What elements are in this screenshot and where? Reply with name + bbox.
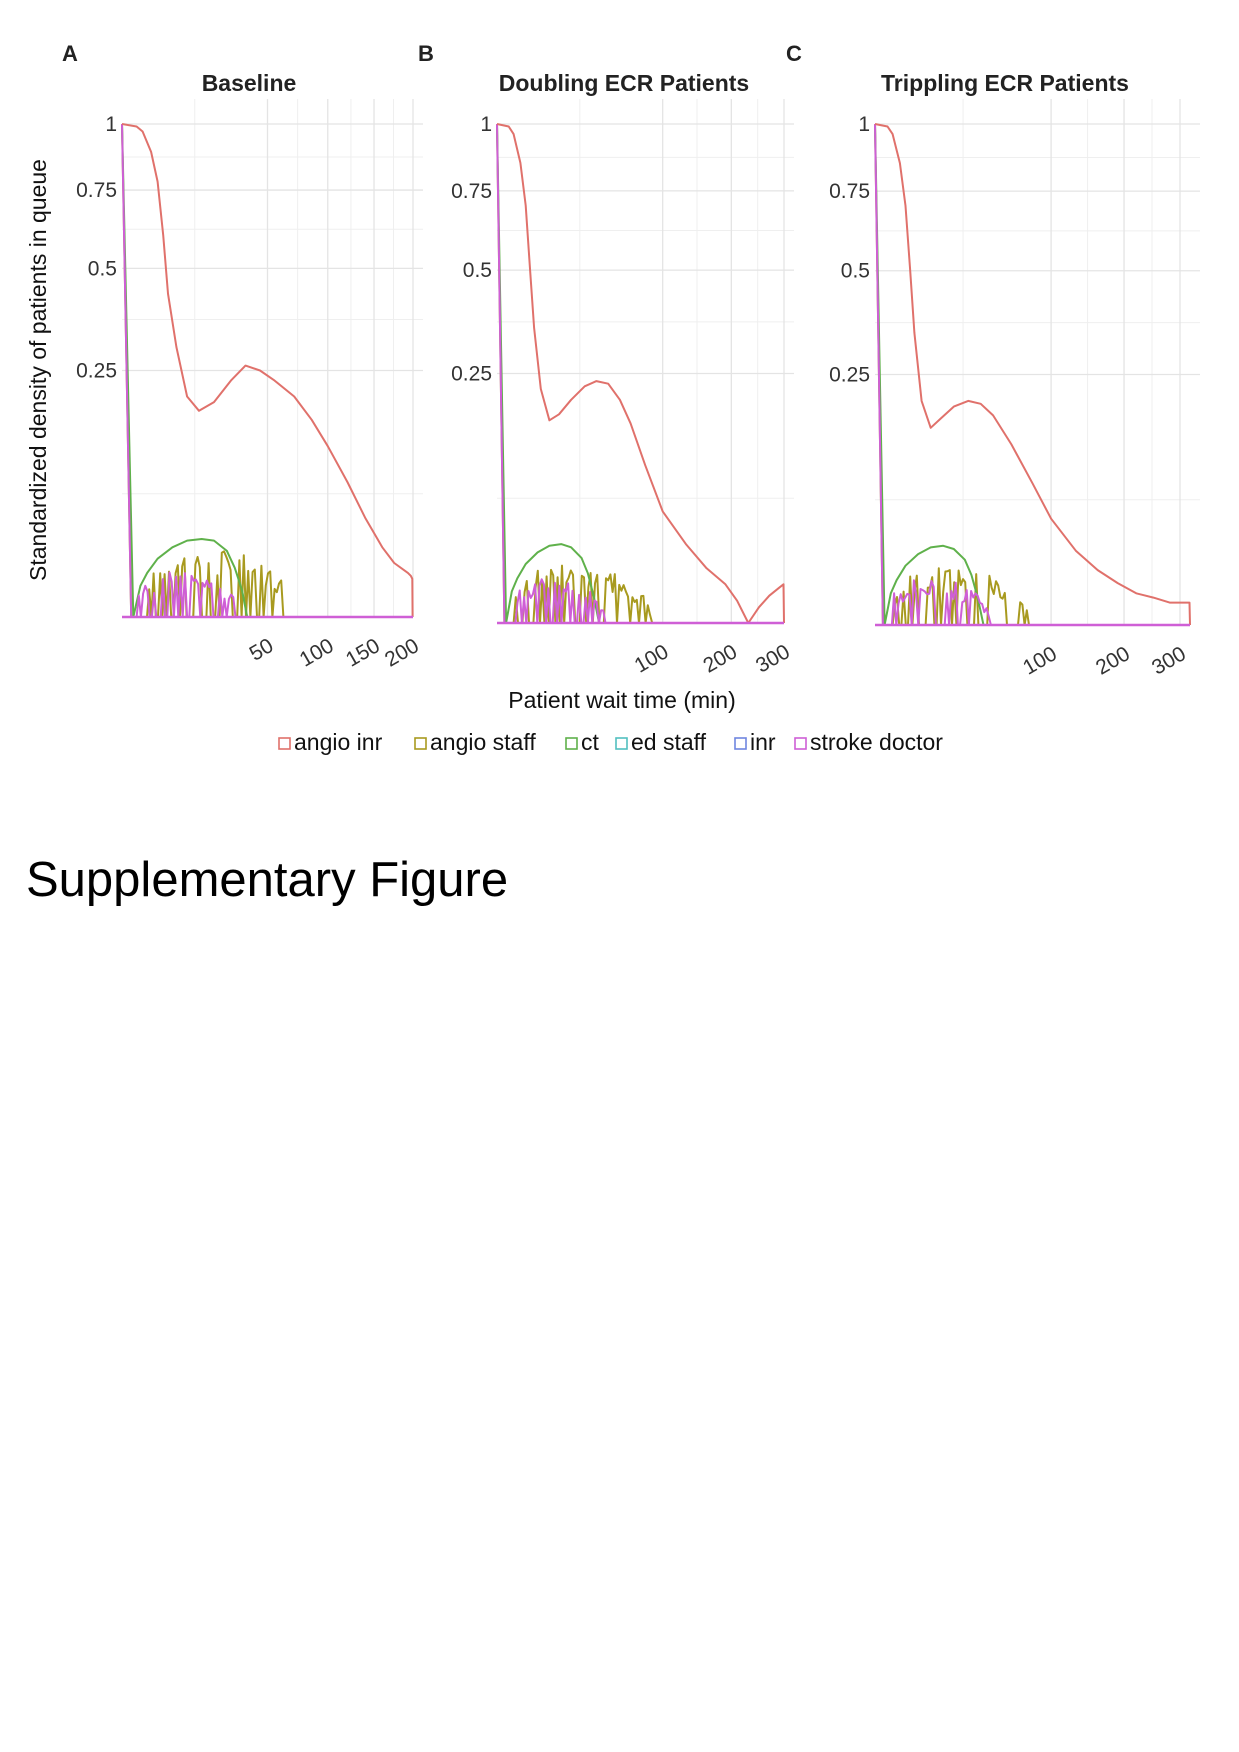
x-axis-title: Patient wait time (min): [508, 687, 736, 713]
legend-swatch: [794, 737, 807, 750]
legend-item: stroke doctor: [794, 729, 943, 755]
legend-item: ct: [565, 729, 600, 755]
legend-swatch: [734, 737, 747, 750]
legend-label: inr: [750, 729, 776, 755]
legend-swatch: [615, 737, 628, 750]
legend-swatch: [278, 737, 291, 750]
x-tick-label: 200: [699, 640, 741, 677]
y-tick-label: 0.5: [841, 260, 870, 283]
panel-title: Trippling ECR Patients: [881, 70, 1129, 96]
panel-letter: A: [62, 41, 78, 66]
series-ct: [121, 123, 249, 618]
y-tick-label: 0.25: [76, 360, 117, 383]
series-angio-inr: [496, 123, 785, 624]
y-tick-label: 1: [858, 113, 870, 136]
legend-item: angio inr: [278, 729, 383, 755]
x-tick-label: 100: [1019, 642, 1061, 679]
y-tick-label: 1: [480, 113, 492, 136]
legend-label: stroke doctor: [810, 729, 943, 755]
series-angio-inr: [874, 123, 1191, 626]
series-ct: [874, 123, 985, 626]
y-tick-label: 0.75: [76, 179, 117, 202]
x-tick-label: 100: [296, 634, 338, 671]
legend-label: ct: [581, 729, 600, 755]
panel-title: Baseline: [202, 70, 297, 96]
y-tick-label: 0.25: [451, 363, 492, 386]
series-stroke-doctor: [496, 123, 784, 624]
x-tick-label: 300: [752, 640, 794, 677]
panel-title: Doubling ECR Patients: [499, 70, 749, 96]
legend-label: ed staff: [631, 729, 707, 755]
legend-label: angio staff: [430, 729, 536, 755]
y-tick-label: 0.25: [829, 364, 870, 387]
legend-swatch: [565, 737, 578, 750]
series-angio-staff: [496, 123, 784, 624]
series-angio-inr: [121, 123, 414, 618]
x-tick-label: 50: [246, 634, 278, 666]
y-tick-label: 0.75: [829, 180, 870, 203]
x-tick-label: 200: [381, 634, 423, 671]
panel-letter: C: [786, 41, 802, 66]
x-tick-label: 300: [1148, 642, 1190, 679]
y-tick-label: 0.5: [463, 259, 492, 282]
legend-label: angio inr: [294, 729, 383, 755]
legend-item: angio staff: [414, 729, 536, 755]
x-tick-label: 150: [342, 634, 384, 671]
panel-letter: B: [418, 41, 434, 66]
y-tick-label: 0.5: [88, 257, 117, 280]
y-axis-title: Standardized density of patients in queu…: [25, 159, 51, 581]
y-tick-label: 1: [105, 113, 117, 136]
panel-c: C Trippling ECR Patients 0.25 0.5 0.75 1 100 20…: [786, 41, 1200, 680]
x-tick-label: 100: [631, 640, 673, 677]
x-tick-label: 200: [1092, 642, 1134, 679]
panel-b: B Doubling ECR Patients 0.25 0.5 0.75 1 100 200…: [418, 41, 794, 678]
series-stroke-doctor: [121, 123, 413, 618]
legend-swatch: [414, 737, 427, 750]
series-stroke-doctor: [874, 123, 1190, 626]
legend: angio inr angio staff ct ed staff inr stroke …: [278, 729, 943, 755]
legend-item: ed staff: [615, 729, 707, 755]
legend-item: inr: [734, 729, 776, 755]
figure-caption: Supplementary Figure: [26, 853, 509, 907]
y-tick-label: 0.75: [451, 180, 492, 203]
series-ct: [496, 123, 601, 624]
